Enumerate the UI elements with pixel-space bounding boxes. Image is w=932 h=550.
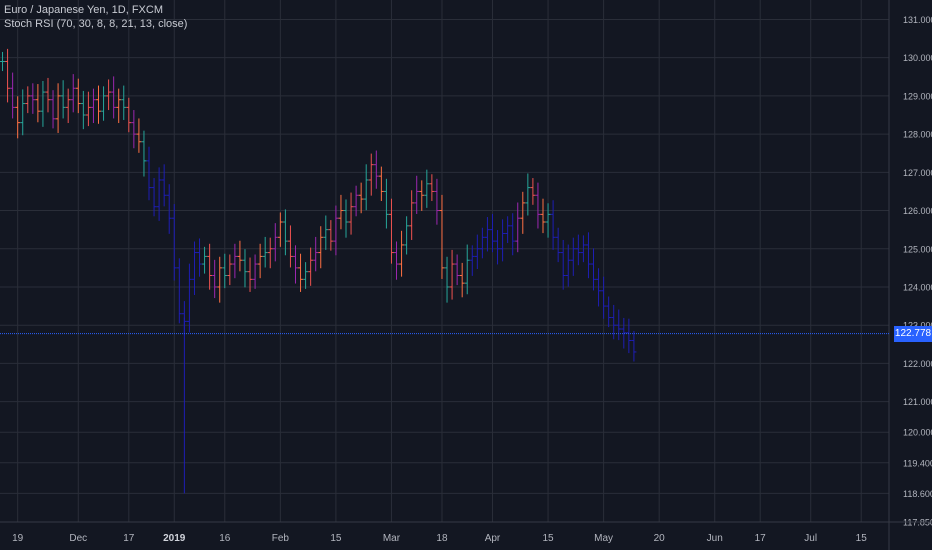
x-tick-label: 17 — [123, 533, 135, 544]
y-tick-label: 124.000 — [903, 282, 932, 292]
y-tick-label: 120.000 — [903, 428, 932, 438]
x-tick-label: 15 — [330, 533, 342, 544]
x-tick-label: 19 — [12, 533, 24, 544]
x-tick-label: 18 — [436, 533, 448, 544]
y-tick-label: 119.400 — [903, 458, 932, 468]
y-tick-label: 128.000 — [903, 130, 932, 140]
current-price-tag: 122.778 — [894, 325, 932, 342]
x-tick-label: May — [594, 533, 613, 544]
x-tick-label: 20 — [654, 533, 666, 544]
x-tick-label: Dec — [69, 533, 87, 544]
x-tick-label: 2019 — [163, 533, 186, 544]
y-tick-label: 122.000 — [903, 359, 932, 369]
symbol-title: Euro / Japanese Yen, 1D, FXCM — [4, 4, 163, 16]
x-tick-label: Feb — [272, 533, 290, 544]
y-tick-label: 125.000 — [903, 244, 932, 254]
y-tick-label: 121.000 — [903, 397, 932, 407]
x-tick-label: 17 — [755, 533, 767, 544]
x-tick-label: 15 — [542, 533, 554, 544]
x-tick-label: 16 — [219, 533, 231, 544]
y-tick-label: 129.000 — [903, 91, 932, 101]
y-tick-label: 131.000 — [903, 15, 932, 25]
y-tick-label: 126.000 — [903, 206, 932, 216]
y-tick-label: 130.000 — [903, 53, 932, 63]
y-tick-label: 118.600 — [903, 489, 932, 499]
x-tick-label: Jun — [707, 533, 723, 544]
x-tick-label: Mar — [383, 533, 401, 544]
x-tick-label: Jul — [804, 533, 817, 544]
chart-legend: Euro / Japanese Yen, 1D, FXCM Stoch RSI … — [4, 3, 187, 31]
indicator-label: Stoch RSI (70, 30, 8, 8, 21, 13, close) — [4, 18, 188, 30]
x-tick-label: Apr — [485, 533, 501, 544]
y-tick-label: 127.000 — [903, 168, 932, 178]
x-tick-label: 15 — [856, 533, 868, 544]
